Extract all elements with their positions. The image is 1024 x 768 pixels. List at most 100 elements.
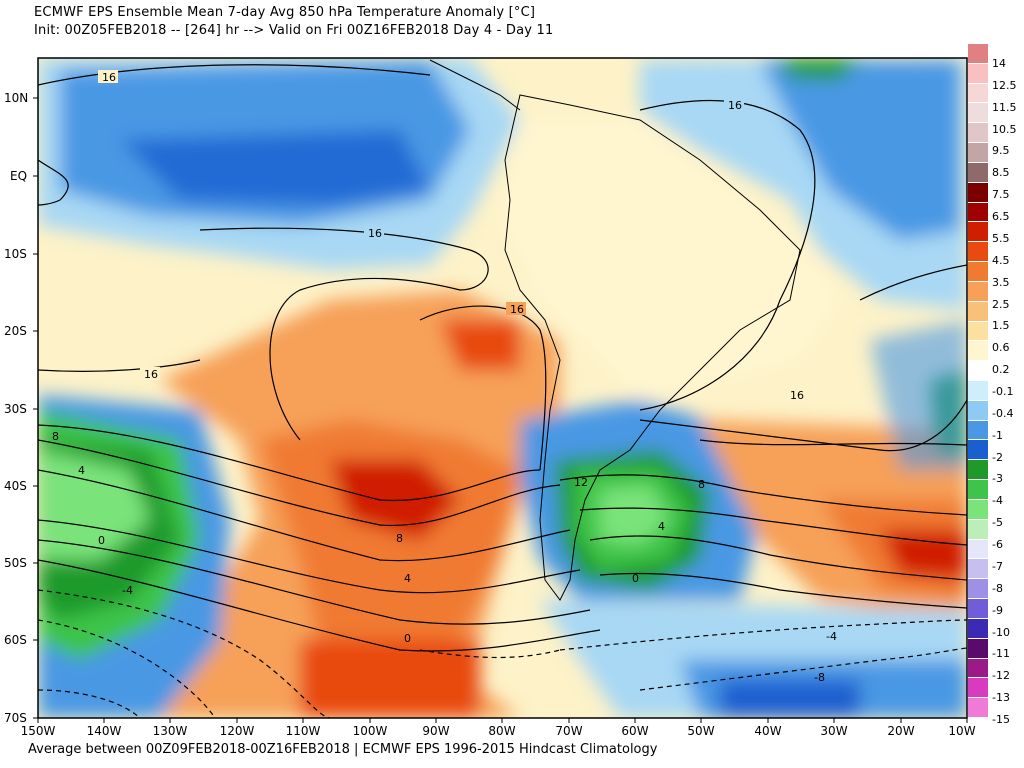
colorbar-label: 11.5 (992, 100, 1017, 114)
colorbar-label: -8 (992, 581, 1003, 595)
colorbar-label: 3.5 (992, 275, 1010, 289)
lat-label: 10N (4, 91, 28, 105)
lat-label: 60S (4, 633, 27, 647)
colorbar-swatch (968, 361, 988, 381)
contour-label: 8 (698, 478, 705, 491)
colorbar-label: -4 (992, 494, 1003, 508)
contour-label: 0 (98, 534, 105, 547)
colorbar-swatch (968, 440, 988, 461)
colorbar-swatch (968, 83, 988, 104)
colorbar-swatch (968, 618, 988, 639)
lon-label: 70W (555, 724, 582, 738)
chart-title: ECMWF EPS Ensemble Mean 7-day Avg 850 hP… (34, 5, 536, 20)
lat-label: EQ (10, 169, 27, 183)
lon-label: 60W (621, 724, 648, 738)
colorbar-label: 5.5 (992, 231, 1010, 245)
colorbar-swatch (968, 599, 988, 619)
colorbar-swatch (968, 519, 988, 540)
colorbar-label: 2.5 (992, 297, 1010, 311)
colorbar-swatch (968, 262, 988, 282)
colorbar-swatch (968, 321, 988, 342)
footer-note: Average between 00Z09FEB2018-00Z16FEB201… (28, 742, 658, 757)
lat-label: 20S (4, 324, 27, 338)
latitude-axis: 10N EQ 10S 20S 30S 40S 50S 60S 70S (4, 91, 38, 725)
colorbar-label: -1 (992, 428, 1003, 442)
colorbar-swatch (968, 638, 988, 659)
contour-label: 0 (404, 632, 411, 645)
colorbar-label: -12 (992, 669, 1010, 683)
lat-label: 50S (4, 556, 27, 570)
colorbar-label: 10.5 (992, 122, 1017, 136)
chart-subtitle: Init: 00Z05FEB2018 -- [264] hr --> Valid… (34, 23, 554, 38)
colorbar-label: 6.5 (992, 210, 1010, 224)
colorbar-label: 4.5 (992, 253, 1010, 267)
contour-label: 16 (510, 303, 524, 316)
colorbar-swatch (968, 499, 988, 520)
lon-label: 30W (820, 724, 847, 738)
contour-label: 4 (78, 464, 85, 477)
lat-label: 10S (4, 247, 27, 261)
lon-label: 90W (422, 724, 449, 738)
colorbar-label: 12.5 (992, 78, 1017, 92)
longitude-axis: 150W 140W 130W 120W 110W 100W 90W 80W 70… (21, 718, 976, 738)
colorbar-label: -5 (992, 516, 1003, 530)
colorbar-label: -3 (992, 472, 1003, 486)
contour-label: -4 (826, 630, 837, 643)
colorbar-label: -2 (992, 450, 1003, 464)
colorbar-swatch (968, 63, 988, 84)
lat-label: 70S (4, 711, 27, 725)
colorbar-label: -7 (992, 559, 1003, 573)
contour-label: 8 (396, 532, 403, 545)
colorbar-swatch (968, 678, 988, 699)
colorbar-label: 7.5 (992, 188, 1010, 202)
contour-label: 16 (144, 368, 158, 381)
colorbar-swatch (968, 281, 988, 302)
colorbar-label: 0.2 (992, 363, 1010, 377)
lon-label: 100W (353, 724, 388, 738)
lon-label: 80W (488, 724, 515, 738)
colorbar-swatch (968, 182, 988, 203)
lon-label: 120W (220, 724, 255, 738)
colorbar-label: -10 (992, 625, 1010, 639)
colorbar-swatch (968, 559, 988, 580)
contour-label: 16 (368, 227, 382, 240)
colorbar-label: 1.5 (992, 319, 1010, 333)
colorbar-swatch (968, 143, 988, 163)
colorbar-swatch (968, 222, 988, 243)
contour-label: 16 (102, 71, 116, 84)
colorbar-label: -13 (992, 691, 1010, 705)
lon-label: 150W (21, 724, 56, 738)
lon-label: 110W (286, 724, 321, 738)
colorbar-label: -0.1 (992, 385, 1014, 398)
colorbar-label: 14 (992, 57, 1006, 70)
colorbar-label: -9 (992, 603, 1003, 617)
colorbar-swatch (968, 539, 988, 560)
lon-label: 20W (887, 724, 914, 738)
contour-label: -4 (122, 584, 133, 597)
colorbar-swatch (968, 381, 988, 401)
contour-label: -8 (814, 671, 825, 684)
contour-label: 16 (728, 99, 742, 112)
colorbar-swatch (968, 202, 988, 223)
colorbar-swatch (968, 400, 988, 421)
colorbar-label: -0.4 (992, 406, 1014, 420)
colorbar-swatch (968, 658, 988, 679)
lon-label: 140W (87, 724, 122, 738)
colorbar-swatch (968, 579, 988, 600)
anomaly-field: 16 16 16 16 16 16 8 4 0 -4 8 4 0 12 8 4 … (38, 58, 967, 718)
colorbar-label: 8.5 (992, 166, 1010, 180)
colorbar-swatch (968, 123, 988, 144)
colorbar-label: 0.6 (992, 341, 1010, 355)
colorbar-label: 9.5 (992, 144, 1010, 158)
contour-label: 4 (658, 520, 665, 533)
lat-label: 40S (4, 479, 27, 493)
lon-label: 40W (754, 724, 781, 738)
contour-label: 8 (52, 430, 59, 443)
colorbar-swatch (968, 698, 988, 718)
colorbar-swatch (968, 460, 988, 481)
colorbar-swatch (968, 103, 988, 124)
contour-label: 12 (574, 476, 588, 489)
lon-label: 10W (948, 724, 975, 738)
colorbar-swatch (968, 420, 988, 441)
